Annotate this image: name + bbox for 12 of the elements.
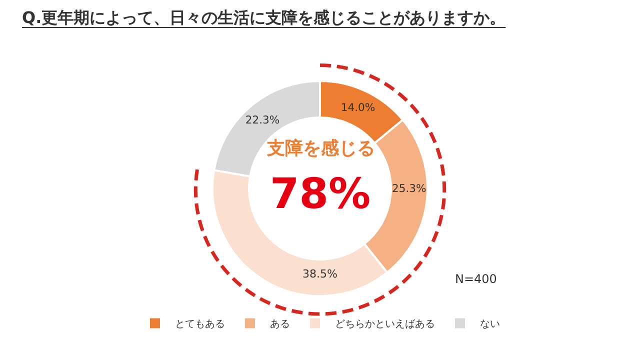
legend-label: ある [270,316,290,330]
text: 支障を感じる [266,138,375,159]
text: N=400 [455,272,497,286]
data-label: 38.5% [302,268,338,281]
data-label: 14.0% [340,101,376,114]
legend-label: とてもある [175,316,225,330]
legend-label: ない [480,316,500,330]
chart-title: Q.更年期によって、日々の生活に支障を感じることがありますか。 [22,8,506,29]
data-label: 22.3% [245,114,280,127]
text: 78% [270,169,371,218]
data-label: 25.3% [392,182,426,195]
legend-label: どちらかといえばある [335,316,435,330]
